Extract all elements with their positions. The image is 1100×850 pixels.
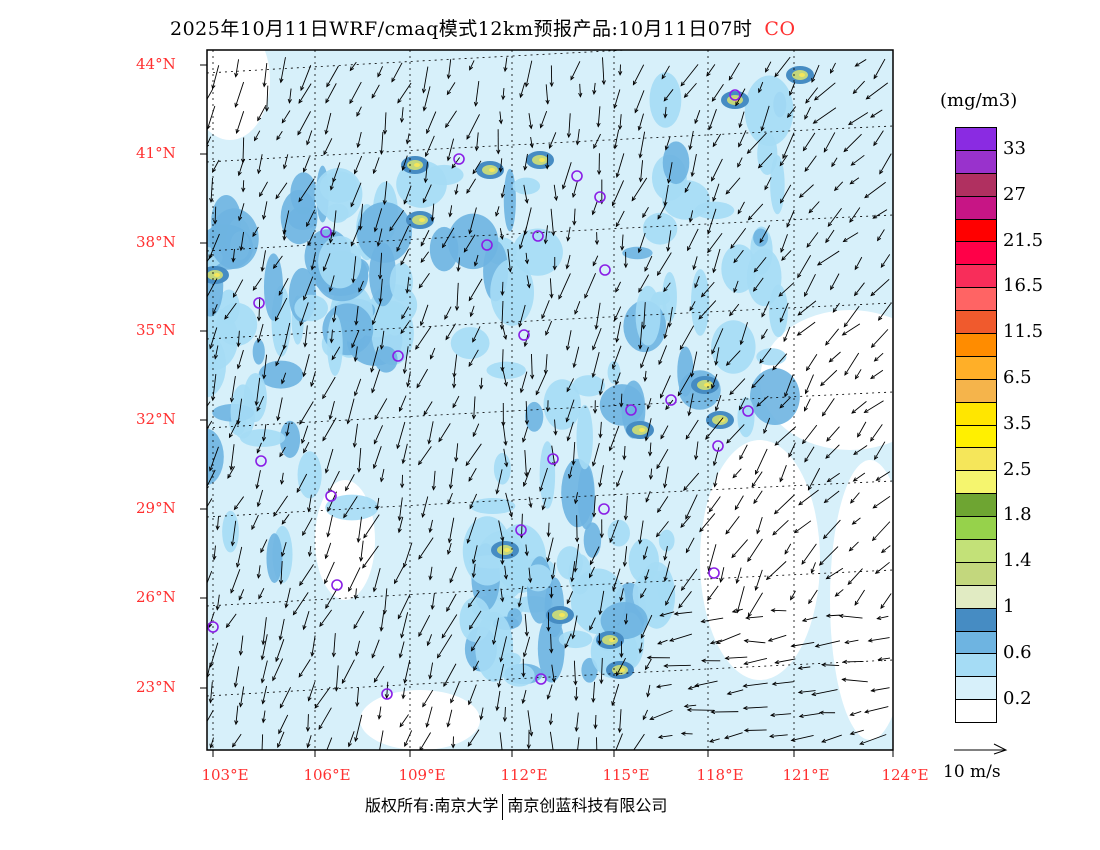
lon-label: 124°E [881, 766, 929, 784]
lon-label: 118°E [696, 766, 744, 784]
lat-label: 35°N [136, 321, 176, 339]
colorbar-swatch [956, 654, 996, 678]
colorbar-swatch [956, 631, 996, 655]
colorbar-swatch [956, 219, 996, 243]
colorbar-swatch [956, 700, 996, 723]
colorbar-swatch [956, 150, 996, 174]
colorbar-swatch [956, 288, 996, 312]
colorbar-swatch [956, 677, 996, 701]
chart-title: 2025年10月11日WRF/cmaq模式12km预报产品:10月11日07时 C… [170, 14, 796, 41]
lat-label: 44°N [136, 55, 176, 73]
colorbar-label: 21.5 [1003, 229, 1044, 251]
colorbar-label: 1 [1003, 595, 1015, 617]
colorbar-swatch [956, 585, 996, 609]
colorbar-swatch [956, 494, 996, 518]
lon-label: 109°E [398, 766, 446, 784]
colorbar-swatch [956, 379, 996, 403]
colorbar-swatch [956, 311, 996, 335]
lat-label: 23°N [136, 678, 176, 696]
colorbar-swatch [956, 356, 996, 380]
colorbar-swatch [956, 448, 996, 472]
colorbar-label: 2.5 [1003, 458, 1032, 480]
copyright-right: 南京创蓝科技有限公司 [507, 796, 668, 815]
lat-label: 41°N [136, 144, 176, 162]
species-label: CO [764, 18, 796, 40]
colorbar-label: 6.5 [1003, 366, 1032, 388]
colorbar-swatch [956, 471, 996, 495]
colorbar-label: 11.5 [1003, 321, 1044, 343]
copyright: 版权所有:南京大学 南京创蓝科技有限公司 [365, 792, 667, 820]
wind-reference-arrow-icon [954, 743, 1008, 755]
colorbar-label: 0.6 [1003, 641, 1032, 663]
lon-label: 106°E [303, 766, 351, 784]
lat-label: 29°N [136, 499, 176, 517]
colorbar-label: 33 [1003, 137, 1026, 159]
wind-reference-label: 10 m/s [943, 762, 1001, 782]
lon-label: 115°E [602, 766, 650, 784]
colorbar-label: 16.5 [1003, 275, 1044, 297]
colorbar-label: 3.5 [1003, 412, 1032, 434]
lat-label: 32°N [136, 410, 176, 428]
colorbar-swatch [956, 425, 996, 449]
colorbar-swatch [956, 173, 996, 197]
colorbar-label: 1.4 [1003, 550, 1032, 572]
colorbar-swatch [956, 402, 996, 426]
colorbar-swatch [956, 517, 996, 541]
copyright-left: 版权所有:南京大学 [365, 796, 499, 815]
colorbar-swatch [956, 540, 996, 563]
lat-label: 38°N [136, 233, 176, 251]
lat-label: 26°N [136, 588, 176, 606]
colorbar-swatch [956, 334, 996, 357]
colorbar-swatch [956, 265, 996, 289]
map-frame [206, 49, 894, 751]
colorbar-label: 0.2 [1003, 687, 1032, 709]
colorbar-swatch [956, 196, 996, 220]
colorbar [955, 127, 997, 724]
title-text: 2025年10月11日WRF/cmaq模式12km预报产品:10月11日07时 [170, 18, 753, 40]
colorbar-swatch [956, 242, 996, 266]
colorbar-label: 1.8 [1003, 504, 1032, 526]
colorbar-swatch [956, 608, 996, 632]
lon-label: 121°E [782, 766, 830, 784]
colorbar-swatch [956, 128, 996, 151]
city-markers [207, 89, 754, 700]
colorbar-label: 27 [1003, 183, 1026, 205]
colorbar-swatch [956, 562, 996, 586]
legend-unit: (mg/m3) [940, 90, 1018, 111]
lon-label: 112°E [500, 766, 548, 784]
lon-label: 103°E [201, 766, 249, 784]
